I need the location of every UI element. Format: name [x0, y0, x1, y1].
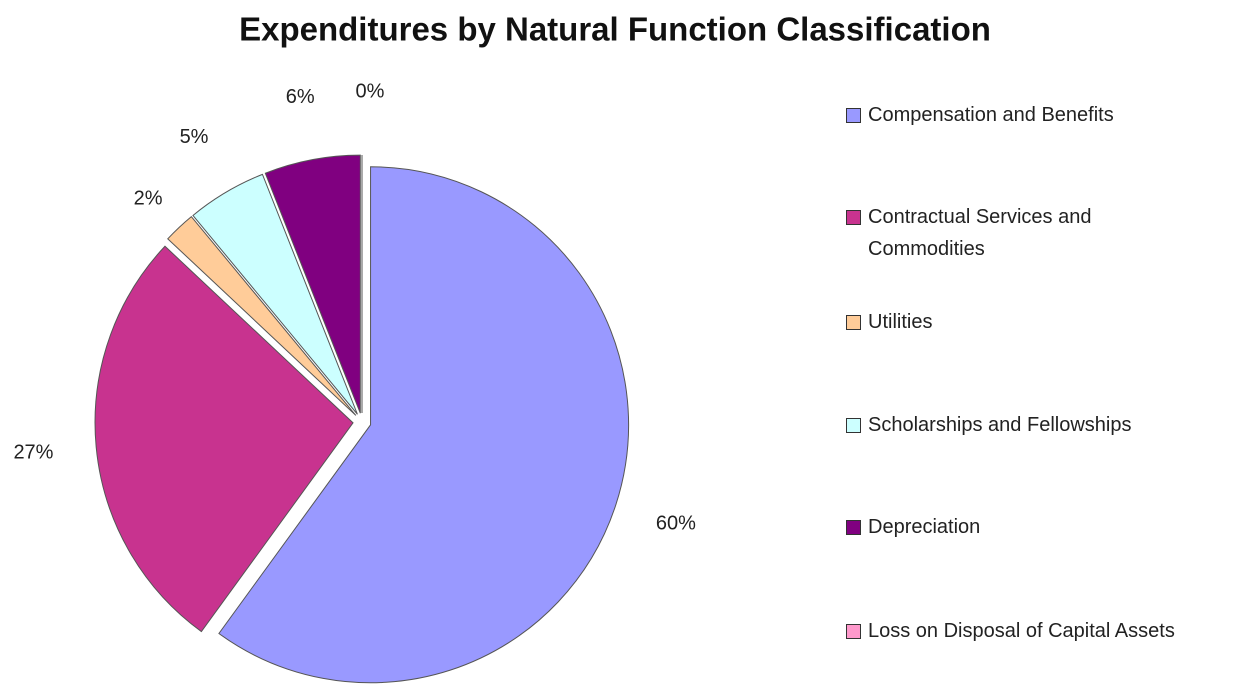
legend-swatch	[846, 108, 861, 123]
legend-label: Compensation and Benefits	[868, 104, 1114, 126]
legend-label: Utilities	[868, 311, 933, 333]
data-label: 2%	[134, 188, 163, 210]
pie-slice	[94, 245, 354, 633]
legend-item: Utilities	[846, 306, 932, 338]
legend-swatch	[846, 624, 861, 639]
data-label: 5%	[180, 126, 209, 148]
legend-label: Loss on Disposal of Capital Assets	[868, 620, 1175, 642]
legend-item: Depreciation	[846, 511, 980, 543]
data-label: 27%	[13, 441, 53, 463]
data-label: 6%	[286, 86, 315, 108]
legend-swatch	[846, 520, 861, 535]
legend-label: Depreciation	[868, 516, 981, 538]
chart-title: Expenditures by Natural Function Classif…	[239, 11, 991, 48]
data-label: 0%	[356, 80, 385, 102]
data-label: 60%	[656, 512, 696, 534]
legend-swatch	[846, 315, 861, 330]
legend-label: Contractual Services and Commodities	[868, 206, 1092, 260]
legend-item: Loss on Disposal of Capital Assets	[846, 615, 1175, 647]
pie-slice	[218, 166, 629, 684]
legend-item: Contractual Services and Commodities	[846, 201, 1148, 265]
legend-item: Compensation and Benefits	[846, 99, 1114, 131]
legend-swatch	[846, 418, 861, 433]
legend-swatch	[846, 210, 861, 225]
legend-item: Scholarships and Fellowships	[846, 409, 1131, 441]
pie-slice	[167, 215, 357, 416]
pie-slice	[192, 173, 358, 415]
legend-label: Scholarships and Fellowships	[868, 414, 1132, 436]
pie-slice	[264, 154, 361, 414]
